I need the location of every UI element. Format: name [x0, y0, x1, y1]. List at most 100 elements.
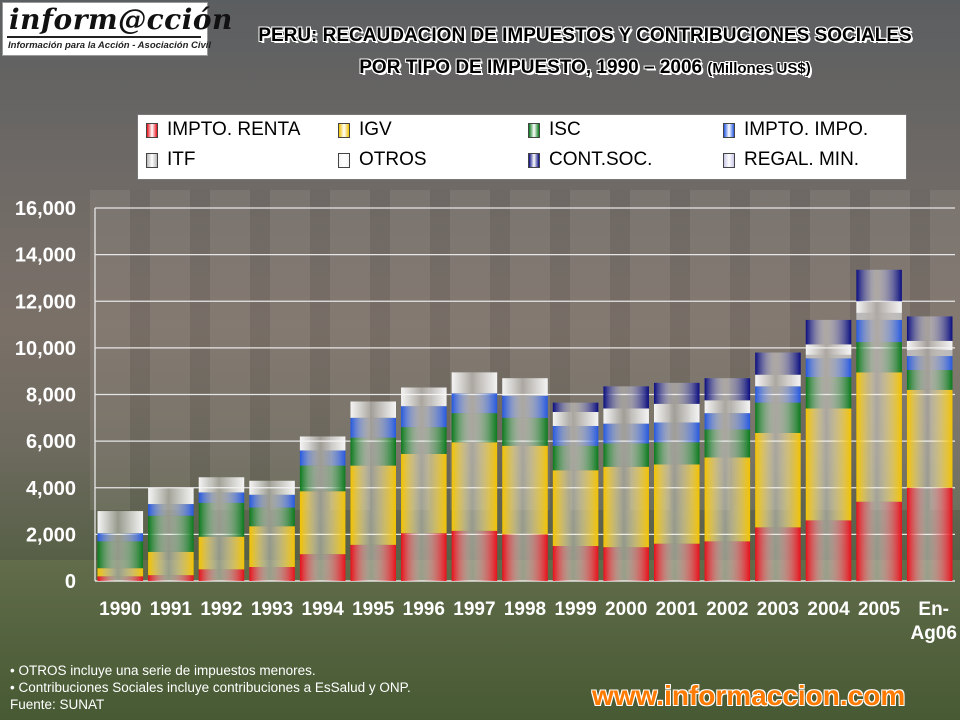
bar-segment: [805, 377, 852, 409]
bar-segment: [97, 568, 144, 577]
legend-item: REGAL. MIN.: [723, 149, 859, 171]
x-tick-label: 1997: [453, 599, 495, 620]
bar-segment: [856, 372, 902, 502]
bar-segment: [906, 370, 953, 390]
x-tick-label: 1992: [200, 599, 242, 620]
bar-segment: [755, 432, 801, 528]
bar-segment: [906, 350, 953, 357]
bar-segment: [249, 526, 295, 568]
bar-segment: [249, 480, 295, 495]
x-tick-label: En-: [918, 599, 949, 620]
bar-segment: [451, 442, 498, 531]
bar-segment: [148, 487, 194, 505]
bar-segment: [401, 427, 447, 454]
legend-label: IMPTO. IMPO.: [744, 119, 869, 140]
y-tick-label: 16,000: [15, 198, 76, 220]
bar-segment: [704, 378, 751, 401]
bar-segment: [148, 515, 194, 552]
bar-segment: [350, 417, 396, 438]
footnote-contributions: • Contribuciones Sociales incluye contri…: [10, 680, 411, 695]
bar-segment: [299, 436, 346, 451]
y-tick-label: 12,000: [15, 291, 76, 313]
bar-segment: [249, 507, 295, 527]
logo-brand: inform@cción: [9, 3, 233, 36]
x-tick-label: 2001: [656, 599, 699, 620]
bar-segment: [906, 316, 953, 341]
bar-segment: [401, 387, 447, 407]
bar-segment: [502, 445, 548, 535]
bar-segment: [704, 541, 751, 581]
x-tick-label: 2002: [706, 599, 748, 620]
x-tick-label: 1996: [403, 599, 445, 620]
legend-item: IGV: [338, 119, 392, 141]
bar-segment: [249, 567, 295, 581]
bar-segment: [299, 465, 346, 492]
bar-segment: [97, 533, 144, 542]
x-tick-label: 2000: [605, 599, 647, 620]
logo-tagline: Información para la Acción - Asociación …: [8, 40, 212, 51]
legend-item: ISC: [528, 119, 581, 141]
bar-segment: [603, 443, 649, 467]
y-tick-label: 8,000: [26, 385, 76, 407]
y-tick-label: 14,000: [15, 245, 76, 267]
bar-segment: [603, 408, 649, 424]
bar-segment: [350, 465, 396, 545]
bar-segment: [704, 429, 751, 458]
bar-segment: [755, 527, 801, 581]
bar-segment: [805, 358, 852, 378]
bar-segment: [856, 342, 902, 373]
source-note: Fuente: SUNAT: [10, 697, 105, 712]
bar-segment: [906, 340, 953, 351]
website-link[interactable]: www.informaccion.com: [592, 680, 906, 711]
footnote-otros: • OTROS incluye una serie de impuestos m…: [10, 663, 316, 678]
x-tick-label: 1994: [302, 599, 345, 620]
chart-legend: IMPTO. RENTA IGV ISC IMPTO. IMPO. ITF OTROS CO…: [137, 114, 907, 180]
bar-segment: [654, 464, 700, 544]
legend-label: IGV: [359, 119, 392, 140]
bar-segment: [198, 477, 245, 493]
bar-segment: [654, 382, 700, 404]
bar-segment: [350, 544, 396, 581]
bar-segment: [603, 386, 649, 409]
x-tick-label: 1993: [251, 599, 293, 620]
bar-segment: [704, 457, 751, 542]
bar-segment: [502, 395, 548, 418]
title-line1: PERU: RECAUDACION DE IMPUESTOS Y CONTRIB…: [258, 25, 912, 46]
legend-swatch: [528, 122, 540, 138]
bar-segment: [451, 413, 498, 443]
title-unit: (Millones US$): [707, 60, 811, 77]
legend-label: ISC: [549, 119, 581, 140]
bar-segment: [198, 502, 245, 537]
bar-segment: [97, 511, 144, 534]
y-tick-label: 2,000: [26, 524, 76, 546]
y-tick-label: 6,000: [26, 431, 76, 453]
bar-segment: [755, 352, 801, 375]
bar-segment: [856, 269, 902, 302]
y-tick-label: 4,000: [26, 478, 76, 500]
logo-divider: [7, 36, 201, 38]
bar-segment: [552, 470, 599, 547]
legend-swatch: [723, 152, 735, 168]
background-plaza: [0, 560, 960, 720]
bar-segment: [856, 312, 902, 320]
bar-segment: [97, 576, 144, 581]
bar-segment: [552, 445, 599, 471]
bar-segment: [552, 402, 599, 412]
legend-item: OTROS: [338, 149, 427, 171]
title-line2: POR TIPO DE IMPUESTO, 1990 – 2006 (Millo…: [215, 52, 955, 85]
bar-segment: [198, 536, 245, 570]
bar-segment: [97, 541, 144, 569]
bar-segment: [401, 453, 447, 534]
bar-segment: [249, 494, 295, 508]
legend-swatch: [528, 152, 540, 168]
x-tick-label: 1998: [504, 599, 546, 620]
bar-segment: [451, 372, 498, 394]
bar-segment: [299, 491, 346, 555]
legend-swatch: [146, 122, 158, 138]
legend-label: IMPTO. RENTA: [167, 119, 301, 140]
legend-label: CONT.SOC.: [549, 149, 653, 170]
legend-label: REGAL. MIN.: [744, 149, 860, 170]
bar-segment: [654, 422, 700, 443]
bar-segment: [906, 487, 953, 581]
